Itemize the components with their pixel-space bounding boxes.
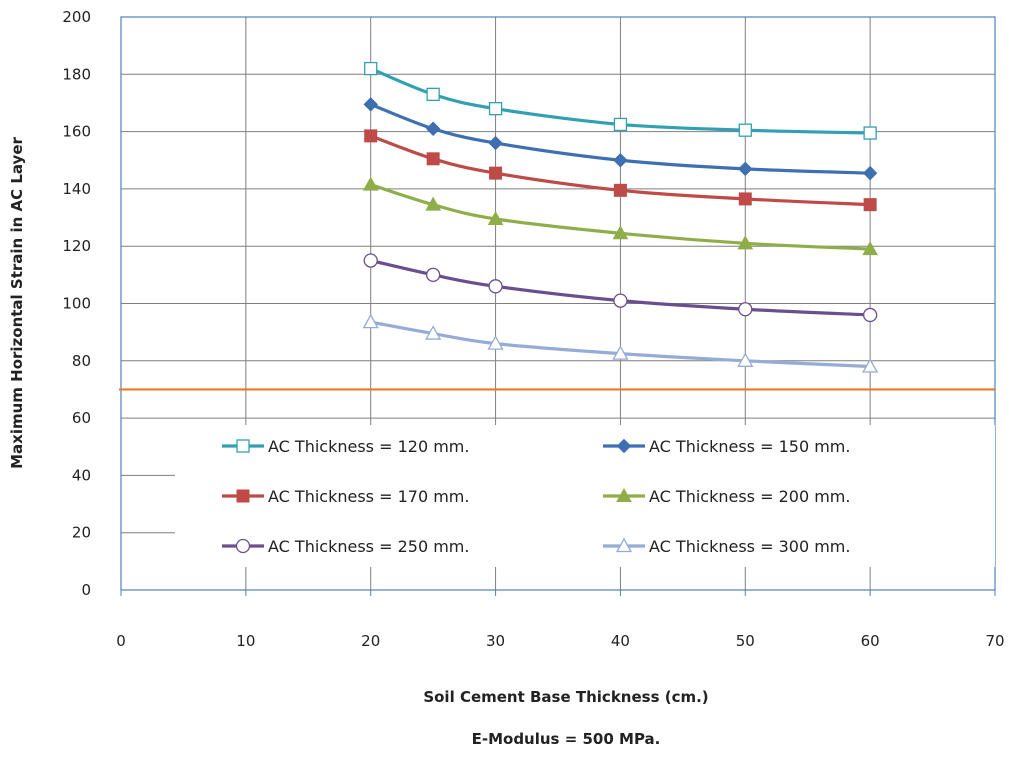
x-tick-label: 50 bbox=[736, 632, 755, 650]
data-point bbox=[364, 61, 378, 76]
legend-item: AC Thickness = 120 mm. bbox=[222, 437, 469, 456]
data-point bbox=[425, 196, 441, 211]
y-tick-label: 0 bbox=[81, 581, 91, 599]
data-point bbox=[488, 279, 503, 294]
series-3 bbox=[364, 129, 877, 212]
data-point bbox=[425, 325, 442, 340]
data-point bbox=[862, 307, 878, 323]
legend-background bbox=[175, 425, 995, 567]
data-point bbox=[487, 335, 504, 350]
legend-marker bbox=[616, 438, 632, 454]
tick-labels: 0 20 40 60 80 100 120 140 160 180 200 0 10 20 30 40 50 60… bbox=[62, 8, 1004, 650]
legend-label: AC Thickness = 200 mm. bbox=[649, 487, 850, 506]
data-point bbox=[426, 152, 440, 166]
y-tick-label: 60 bbox=[72, 409, 91, 427]
legend-marker bbox=[236, 439, 250, 453]
data-point bbox=[862, 241, 878, 256]
data-point bbox=[487, 210, 504, 225]
legend-label: AC Thickness = 150 mm. bbox=[649, 437, 850, 456]
legend-item: AC Thickness = 300 mm. bbox=[603, 537, 850, 556]
series-2 bbox=[363, 97, 878, 181]
legend-label: AC Thickness = 250 mm. bbox=[268, 537, 469, 556]
data-point bbox=[363, 253, 378, 268]
data-point bbox=[862, 165, 878, 181]
data-point bbox=[738, 123, 752, 137]
legend-label: AC Thickness = 120 mm. bbox=[268, 437, 469, 456]
data-point bbox=[612, 225, 629, 240]
series-layer bbox=[362, 61, 879, 373]
legend-label: AC Thickness = 300 mm. bbox=[649, 537, 850, 556]
data-point bbox=[862, 358, 879, 373]
data-point bbox=[613, 293, 628, 308]
data-point bbox=[738, 192, 752, 206]
series-1 bbox=[364, 61, 877, 140]
data-point bbox=[613, 117, 628, 132]
data-point bbox=[737, 235, 754, 250]
chart-subtitle: E-Modulus = 500 MPa. bbox=[472, 730, 661, 748]
plot-frame bbox=[120, 16, 996, 591]
y-tick-label: 160 bbox=[62, 123, 91, 141]
data-point bbox=[426, 87, 440, 102]
data-point bbox=[738, 302, 753, 317]
legend-item: AC Thickness = 170 mm. bbox=[222, 487, 469, 506]
data-point bbox=[738, 161, 753, 177]
legend: AC Thickness = 120 mm. AC Thickness = 150… bbox=[175, 425, 995, 567]
data-point bbox=[362, 313, 379, 329]
data-point bbox=[425, 121, 441, 136]
data-point bbox=[488, 102, 503, 116]
data-point bbox=[489, 166, 503, 180]
x-tick-label: 30 bbox=[486, 632, 505, 650]
legend-marker bbox=[616, 487, 632, 502]
data-point bbox=[737, 352, 754, 367]
data-point bbox=[488, 135, 503, 151]
y-tick-label: 100 bbox=[62, 295, 91, 313]
x-tick-label: 0 bbox=[116, 632, 126, 650]
data-point bbox=[612, 345, 629, 360]
y-tick-label: 20 bbox=[72, 524, 91, 542]
legend-item: AC Thickness = 200 mm. bbox=[603, 487, 850, 506]
y-tick-label: 80 bbox=[72, 352, 91, 370]
data-point bbox=[364, 129, 378, 143]
y-tick-label: 140 bbox=[62, 180, 91, 198]
series-4 bbox=[362, 176, 878, 256]
data-point bbox=[425, 267, 441, 283]
y-tick-label: 120 bbox=[62, 237, 91, 255]
data-point bbox=[363, 97, 378, 112]
data-point bbox=[613, 153, 628, 168]
series-6 bbox=[362, 313, 879, 373]
legend-marker bbox=[235, 538, 251, 554]
data-point bbox=[613, 183, 627, 197]
legend-marker bbox=[236, 489, 250, 503]
legend-label: AC Thickness = 170 mm. bbox=[268, 487, 469, 506]
y-tick-label: 40 bbox=[72, 466, 91, 484]
y-tick-label: 180 bbox=[62, 65, 91, 83]
data-point bbox=[362, 176, 379, 191]
data-point bbox=[863, 126, 877, 140]
y-tick-label: 200 bbox=[62, 8, 91, 26]
x-tick-label: 20 bbox=[361, 632, 380, 650]
x-tick-label: 10 bbox=[236, 632, 255, 650]
x-axis-title: Soil Cement Base Thickness (cm.) bbox=[423, 688, 708, 706]
x-tick-label: 40 bbox=[611, 632, 630, 650]
y-axis-title: Maximum Horizontal Strain in AC Layer bbox=[8, 137, 26, 469]
x-tick-label: 60 bbox=[861, 632, 880, 650]
data-point bbox=[863, 198, 877, 212]
legend-item: AC Thickness = 250 mm. bbox=[222, 537, 469, 556]
series-5 bbox=[363, 253, 878, 323]
legend-item: AC Thickness = 150 mm. bbox=[603, 437, 850, 456]
x-tick-label: 70 bbox=[985, 632, 1004, 650]
legend-marker bbox=[615, 537, 633, 553]
